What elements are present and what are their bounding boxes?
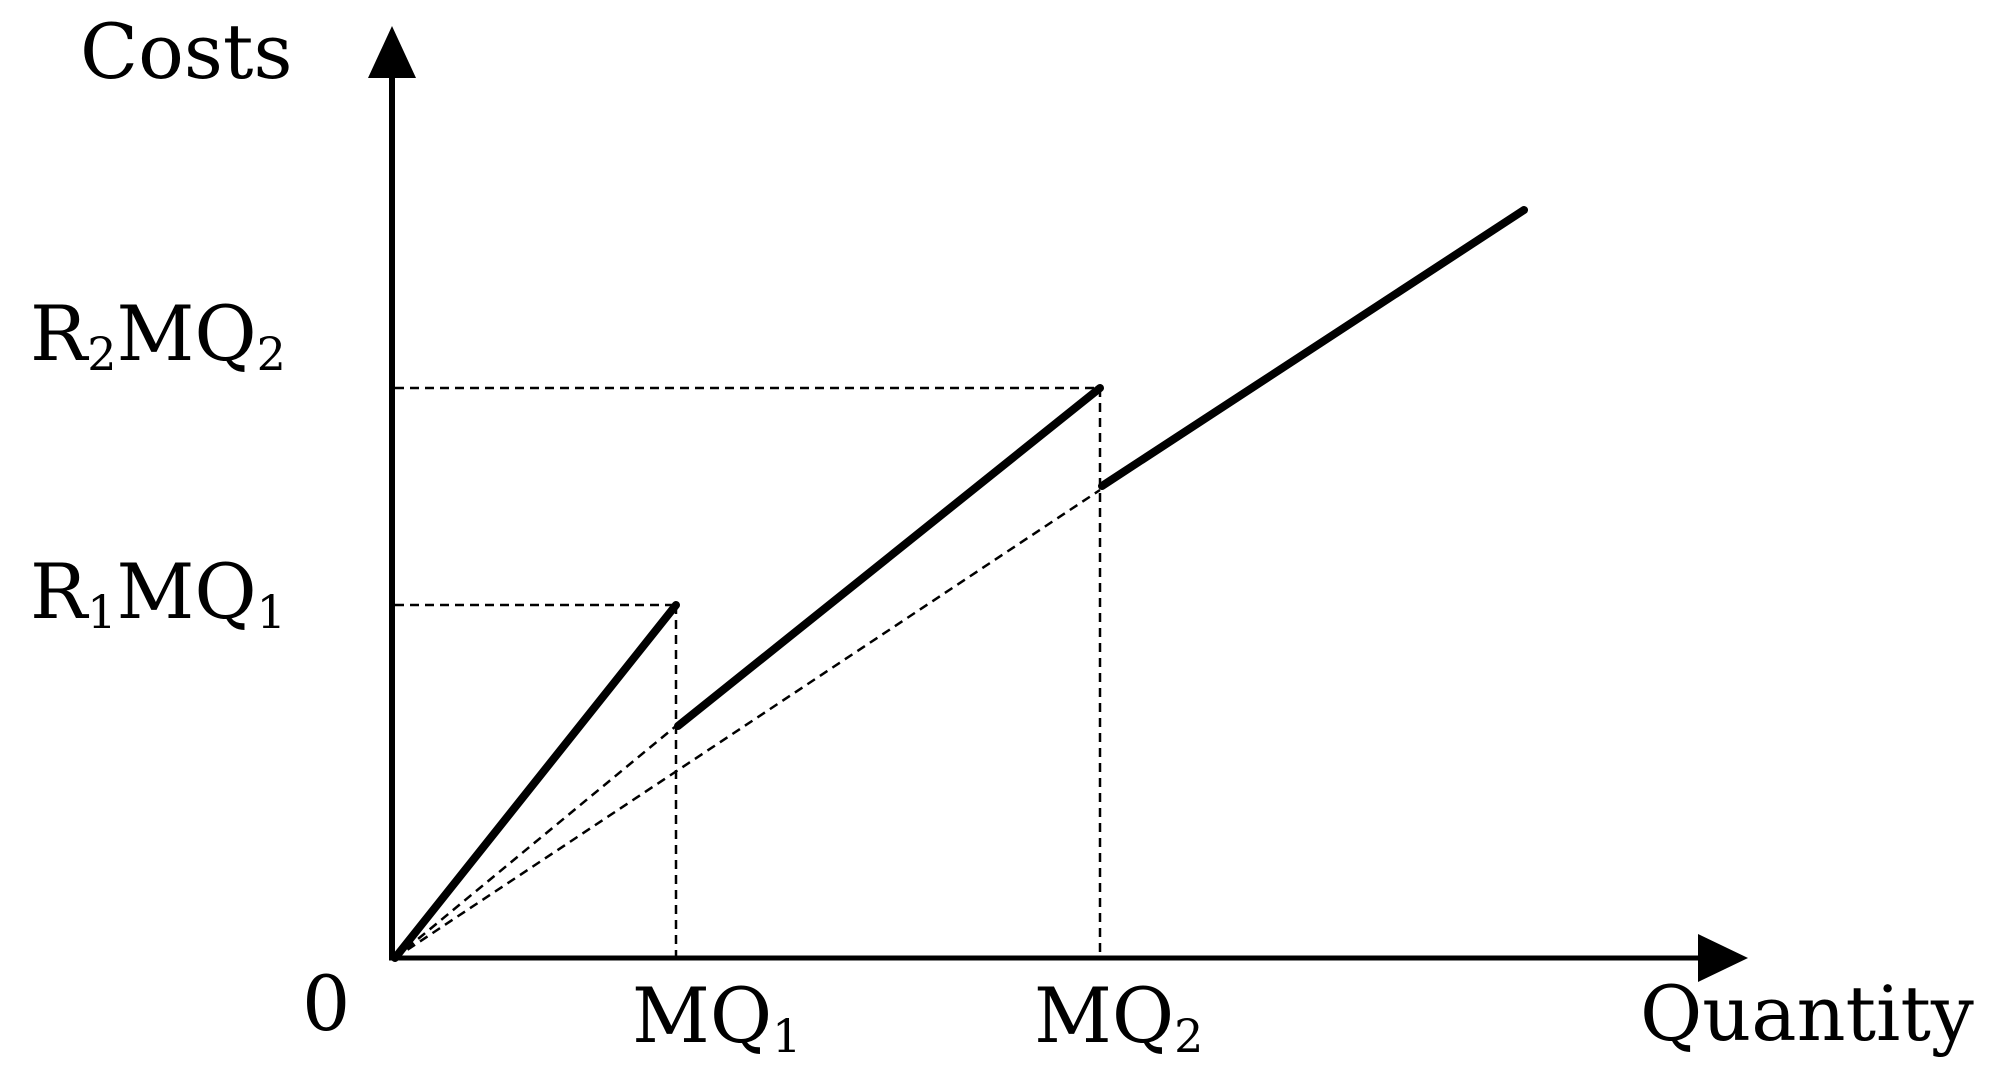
cost-segment-3 — [1098, 206, 1528, 490]
y-axis-arrowhead — [368, 26, 416, 78]
tick-label-r2mq2: R2MQ2 — [30, 289, 286, 381]
guide-rate3-extension — [394, 488, 1101, 960]
tick-label-r1mq1: R1MQ1 — [30, 547, 286, 639]
cost-segment-1 — [391, 601, 680, 962]
origin-label: 0 — [302, 959, 350, 1048]
tick-label-mq1: MQ1 — [632, 971, 801, 1063]
y-axis-label: Costs — [80, 7, 292, 96]
tick-label-mq2: MQ2 — [1034, 971, 1203, 1063]
cost-segment-2 — [674, 384, 1104, 730]
total-cost-curve — [391, 206, 1528, 962]
x-axis-arrowhead — [1698, 934, 1748, 982]
x-axis-label: Quantity — [1640, 969, 1974, 1058]
guide-rate2-extension — [394, 725, 677, 959]
